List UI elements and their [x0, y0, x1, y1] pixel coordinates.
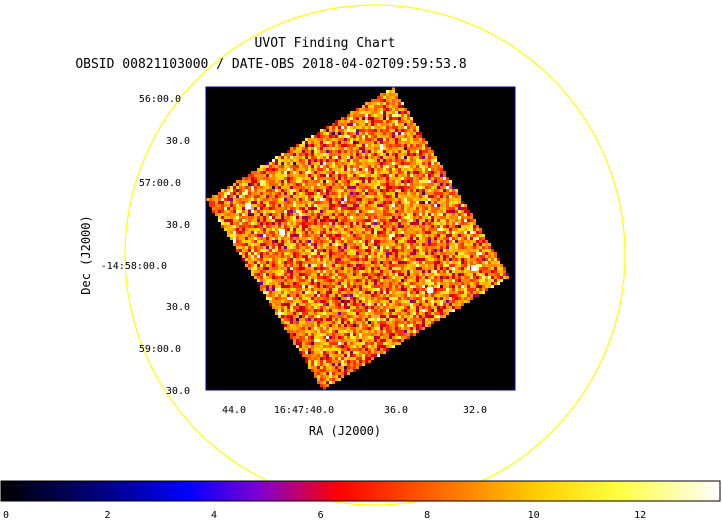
y-tick-label: 30.0	[166, 302, 190, 313]
field-pixels	[209, 96, 506, 390]
field-pixels	[212, 87, 509, 387]
colorbar-tick-label: 2	[104, 510, 110, 521]
y-tick-label: 59:00.0	[139, 344, 181, 355]
chart-subtitle: OBSID 00821103000 / DATE-OBS 2018-04-02T…	[75, 57, 466, 72]
colorbar	[0, 480, 721, 502]
bright-source	[427, 287, 433, 293]
y-tick-label: 30.0	[166, 386, 190, 397]
field-pixels	[206, 90, 503, 381]
bright-source	[279, 229, 285, 235]
x-tick-label: 36.0	[384, 405, 408, 416]
y-axis-label: Dec (J2000)	[79, 215, 93, 294]
colorbar-tick-label: 6	[318, 510, 324, 521]
x-axis-label: RA (J2000)	[309, 424, 381, 438]
field-pixels	[218, 90, 506, 384]
y-tick-label: 56:00.0	[139, 94, 181, 105]
y-tick-label: -14:58:00.0	[101, 261, 167, 272]
region-circle	[124, 4, 626, 506]
colorbar-tick-label: 8	[424, 510, 430, 521]
colorbar-tick-label: 12	[634, 510, 646, 521]
field-pixels	[218, 102, 494, 357]
field-pixels	[209, 93, 506, 387]
x-tick-label: 32.0	[463, 405, 487, 416]
colorbar-tick-label: 4	[211, 510, 217, 521]
exposure-field	[206, 87, 509, 390]
y-tick-label: 57:00.0	[139, 178, 181, 189]
chart-title: UVOT Finding Chart	[255, 36, 396, 51]
y-ticks: 56:00.0 30.0 57:00.0 30.0 -14:58:00.0 30…	[101, 94, 190, 397]
colorbar-tick-label: 0	[3, 510, 9, 521]
field-pixels	[221, 96, 503, 378]
x-tick-label: 44.0	[222, 405, 246, 416]
colorbar-tick-label: 10	[528, 510, 540, 521]
y-tick-label: 30.0	[166, 220, 190, 231]
colorbar-ticks: 0 2 4 6 8 10 12	[3, 510, 646, 521]
bright-source	[245, 203, 251, 209]
x-ticks: 44.0 16:47:40.0 36.0 32.0	[222, 405, 487, 416]
y-tick-label: 30.0	[166, 136, 190, 147]
plot-frame	[205, 86, 516, 391]
bright-source	[471, 265, 477, 271]
x-tick-label: 16:47:40.0	[274, 405, 334, 416]
